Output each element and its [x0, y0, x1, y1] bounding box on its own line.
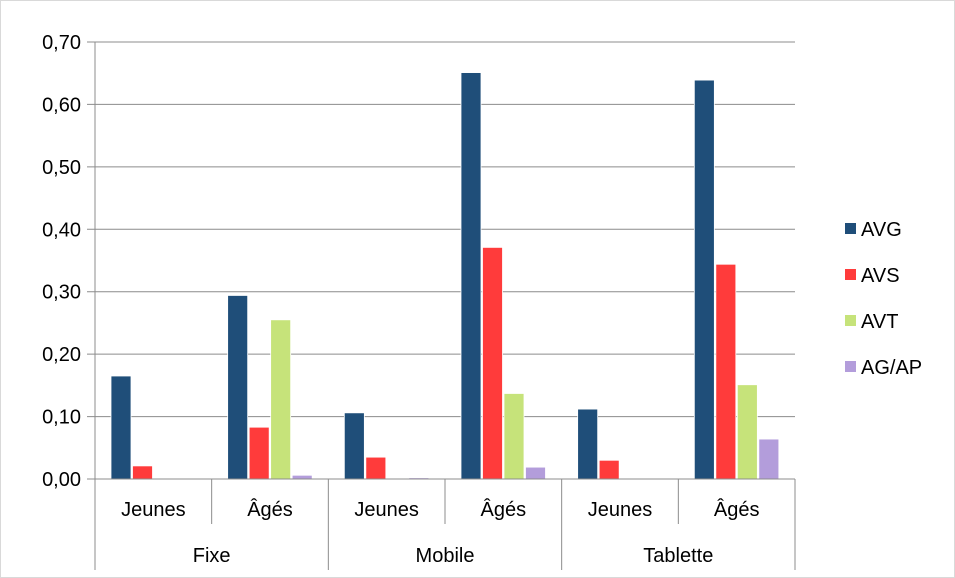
bar-ag-ap: [525, 466, 546, 480]
legend-label: AVG: [861, 219, 902, 241]
bar-avg: [577, 408, 599, 480]
legend-swatch: [845, 269, 856, 280]
legend-label: AVT: [861, 311, 898, 333]
bar-avg: [693, 79, 715, 480]
bar-ag-ap: [758, 438, 780, 480]
x-group-label: Tablette: [643, 545, 713, 567]
y-tick-label: 0,50: [42, 157, 81, 179]
legend-swatch: [845, 223, 856, 234]
bar-avg: [343, 412, 365, 480]
x-category-label: Jeunes: [588, 499, 653, 521]
x-category-label: Jeunes: [354, 499, 419, 521]
bar-avs: [248, 426, 270, 480]
x-category-label: Âgés: [247, 498, 293, 521]
y-tick-label: 0,60: [42, 94, 81, 116]
bar-avt: [736, 384, 758, 480]
bar-avg: [460, 72, 482, 480]
y-tick-label: 0,10: [42, 407, 81, 429]
bar-avs: [482, 246, 503, 480]
bar-avs: [365, 456, 387, 480]
y-tick-label: 0,20: [42, 344, 81, 366]
bar-avg: [110, 375, 132, 480]
bar-avs: [715, 263, 737, 480]
bar-avt: [503, 393, 525, 480]
x-category-label: Âgés: [714, 498, 760, 521]
bars: [110, 72, 780, 480]
legend-label: AVS: [861, 265, 900, 287]
bar-ag-ap: [291, 474, 313, 480]
legend-label: AG/AP: [861, 357, 922, 379]
legend-swatch: [845, 315, 856, 326]
bar-avg: [227, 295, 249, 480]
y-tick-label: 0,30: [42, 282, 81, 304]
bar-avs: [598, 459, 620, 480]
x-category-label: Âgés: [481, 498, 527, 521]
x-group-label: Mobile: [416, 545, 475, 567]
legend-swatch: [845, 361, 856, 372]
x-group-label: Fixe: [193, 545, 231, 567]
x-category-label: Jeunes: [121, 499, 186, 521]
bar-avt: [270, 319, 292, 480]
y-tick-label: 0,40: [42, 219, 81, 241]
legend: AVG AVS AVT AG/AP: [845, 219, 922, 379]
y-tick-label: 0,00: [42, 469, 81, 491]
axes: 0,00 0,10 0,20 0,30 0,40 0,50 0,60 0,70 Jeunes Âg…: [42, 32, 796, 570]
bar-avs: [132, 465, 153, 480]
y-tick-label: 0,70: [42, 32, 81, 54]
